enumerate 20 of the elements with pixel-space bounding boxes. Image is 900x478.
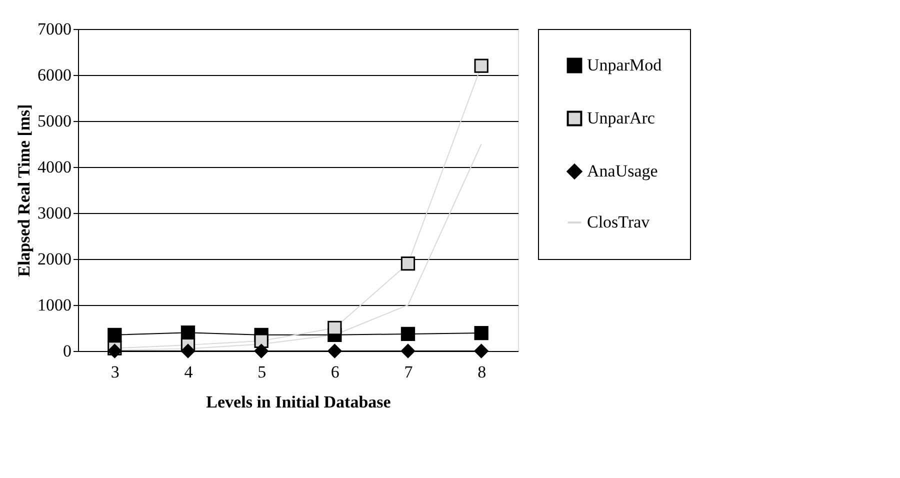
y-tick-label: 7000 [38, 20, 72, 38]
y-tick-label: 1000 [38, 296, 72, 314]
y-tick-label: 5000 [38, 112, 72, 130]
y-tick-label: 6000 [38, 66, 72, 84]
legend-label: AnaUsage [587, 162, 658, 180]
x-tick-label: 7 [404, 362, 414, 382]
x-tick-label: 6 [330, 362, 340, 382]
y-tick-label: 3000 [38, 204, 72, 222]
x-tick-label: 8 [478, 362, 486, 382]
legend-label: UnparMod [587, 56, 662, 74]
x-tick-label: 5 [258, 362, 266, 382]
y-tick-label: 0 [63, 342, 72, 360]
y-tick-label: 4000 [38, 158, 72, 176]
x-tick-label: 3 [110, 362, 120, 382]
y-tick-label: 2000 [38, 250, 72, 268]
y-axis-title: Elapsed Real Time [ms] [14, 104, 34, 277]
legend-label: ClosTrav [587, 212, 650, 232]
x-axis-title: Levels in Initial Database [206, 392, 392, 412]
x-tick-label: 4 [184, 362, 194, 382]
legend-label: UnparArc [587, 108, 656, 128]
